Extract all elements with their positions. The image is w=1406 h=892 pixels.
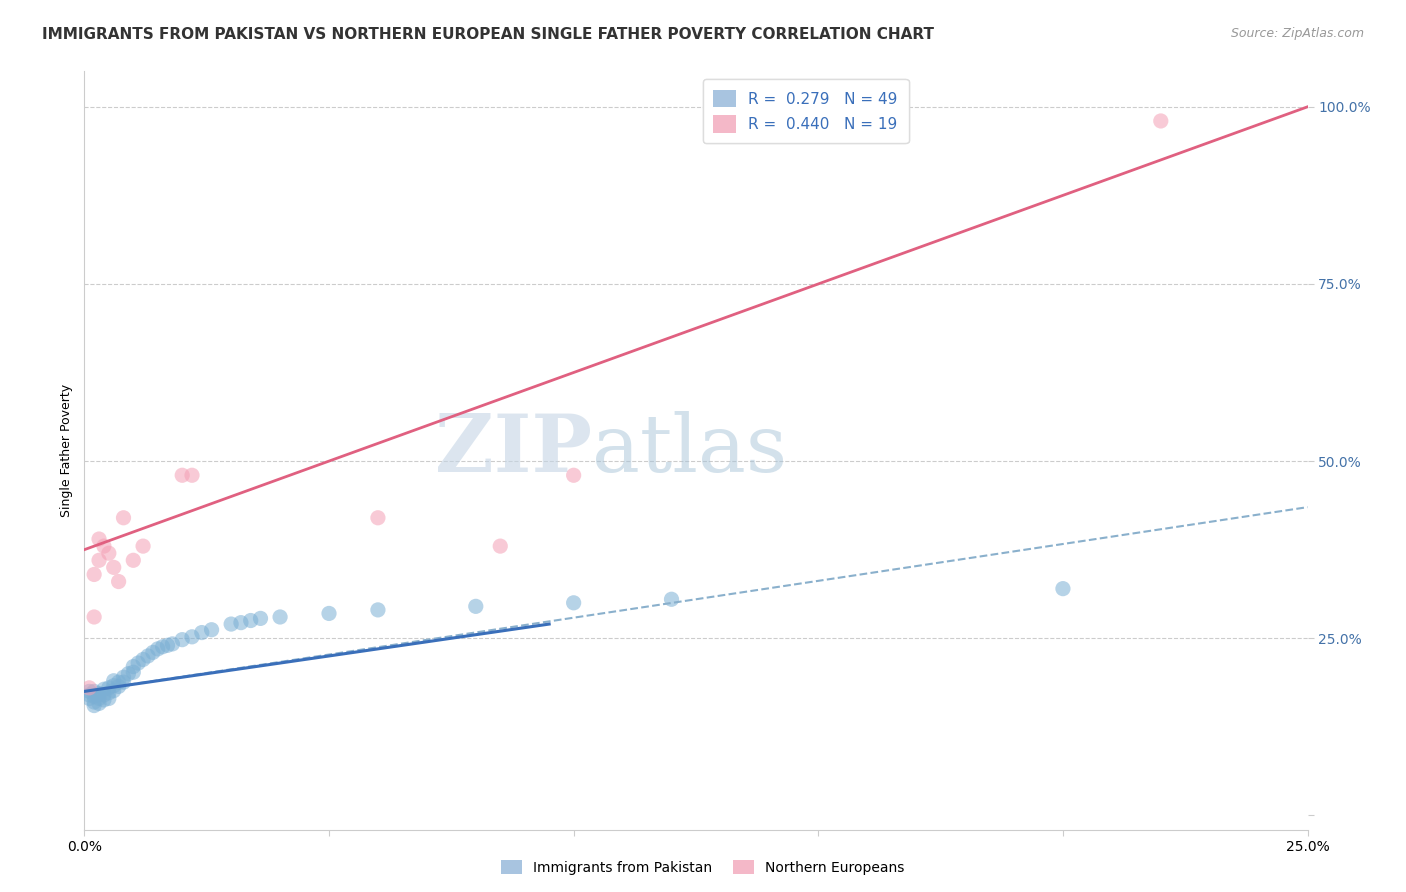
Point [239, 614, 262, 628]
Point [1150, 114, 1173, 128]
Point [83, 567, 105, 582]
Point [87, 686, 110, 700]
Point [77, 681, 100, 695]
Point [1052, 582, 1074, 596]
Point [87, 697, 110, 711]
Point [562, 596, 585, 610]
Point [107, 574, 129, 589]
Point [464, 599, 486, 614]
Point [152, 640, 174, 654]
Point [269, 610, 291, 624]
Point [181, 630, 204, 644]
Point [229, 615, 252, 630]
Point [97, 686, 120, 700]
Point [83, 610, 105, 624]
Point [172, 632, 194, 647]
Text: IMMIGRANTS FROM PAKISTAN VS NORTHERN EUROPEAN SINGLE FATHER POVERTY CORRELATION : IMMIGRANTS FROM PAKISTAN VS NORTHERN EUR… [42, 27, 934, 42]
Point [107, 675, 129, 690]
Point [112, 670, 135, 684]
Point [83, 698, 105, 713]
Point [112, 510, 135, 524]
Point [142, 645, 165, 659]
Point [93, 693, 115, 707]
Point [318, 607, 340, 621]
Y-axis label: Single Father Poverty: Single Father Poverty [60, 384, 73, 517]
Point [87, 532, 110, 546]
Point [93, 539, 115, 553]
Legend: R =  0.279   N = 49, R =  0.440   N = 19: R = 0.279 N = 49, R = 0.440 N = 19 [703, 79, 908, 144]
Point [112, 675, 135, 690]
Point [367, 603, 389, 617]
Point [103, 679, 125, 693]
Legend: Immigrants from Pakistan, Northern Europeans: Immigrants from Pakistan, Northern Europ… [496, 855, 910, 880]
Point [661, 592, 683, 607]
Point [93, 682, 115, 697]
Point [122, 659, 145, 673]
Text: Source: ZipAtlas.com: Source: ZipAtlas.com [1230, 27, 1364, 40]
Point [103, 673, 125, 688]
Point [97, 681, 120, 695]
Point [146, 641, 169, 656]
Point [97, 691, 120, 706]
Point [219, 617, 242, 632]
Point [83, 684, 105, 698]
Point [367, 510, 389, 524]
Point [127, 656, 149, 670]
Point [77, 691, 100, 706]
Point [181, 468, 204, 483]
Point [83, 695, 105, 709]
Point [103, 560, 125, 574]
Point [132, 539, 155, 553]
Point [93, 688, 115, 702]
Point [103, 683, 125, 698]
Point [77, 688, 100, 702]
Point [856, 114, 879, 128]
Point [87, 691, 110, 706]
Text: atlas: atlas [592, 411, 787, 490]
Point [162, 637, 184, 651]
Point [87, 553, 110, 567]
Point [191, 625, 214, 640]
Point [97, 546, 120, 560]
Point [249, 611, 271, 625]
Point [200, 623, 222, 637]
Point [156, 638, 179, 652]
Point [562, 468, 585, 483]
Point [122, 665, 145, 680]
Point [117, 666, 139, 681]
Point [489, 539, 512, 553]
Point [77, 684, 100, 698]
Point [132, 652, 155, 666]
Point [122, 553, 145, 567]
Point [136, 648, 159, 663]
Point [172, 468, 194, 483]
Text: ZIP: ZIP [434, 411, 592, 490]
Point [83, 690, 105, 704]
Point [107, 680, 129, 694]
